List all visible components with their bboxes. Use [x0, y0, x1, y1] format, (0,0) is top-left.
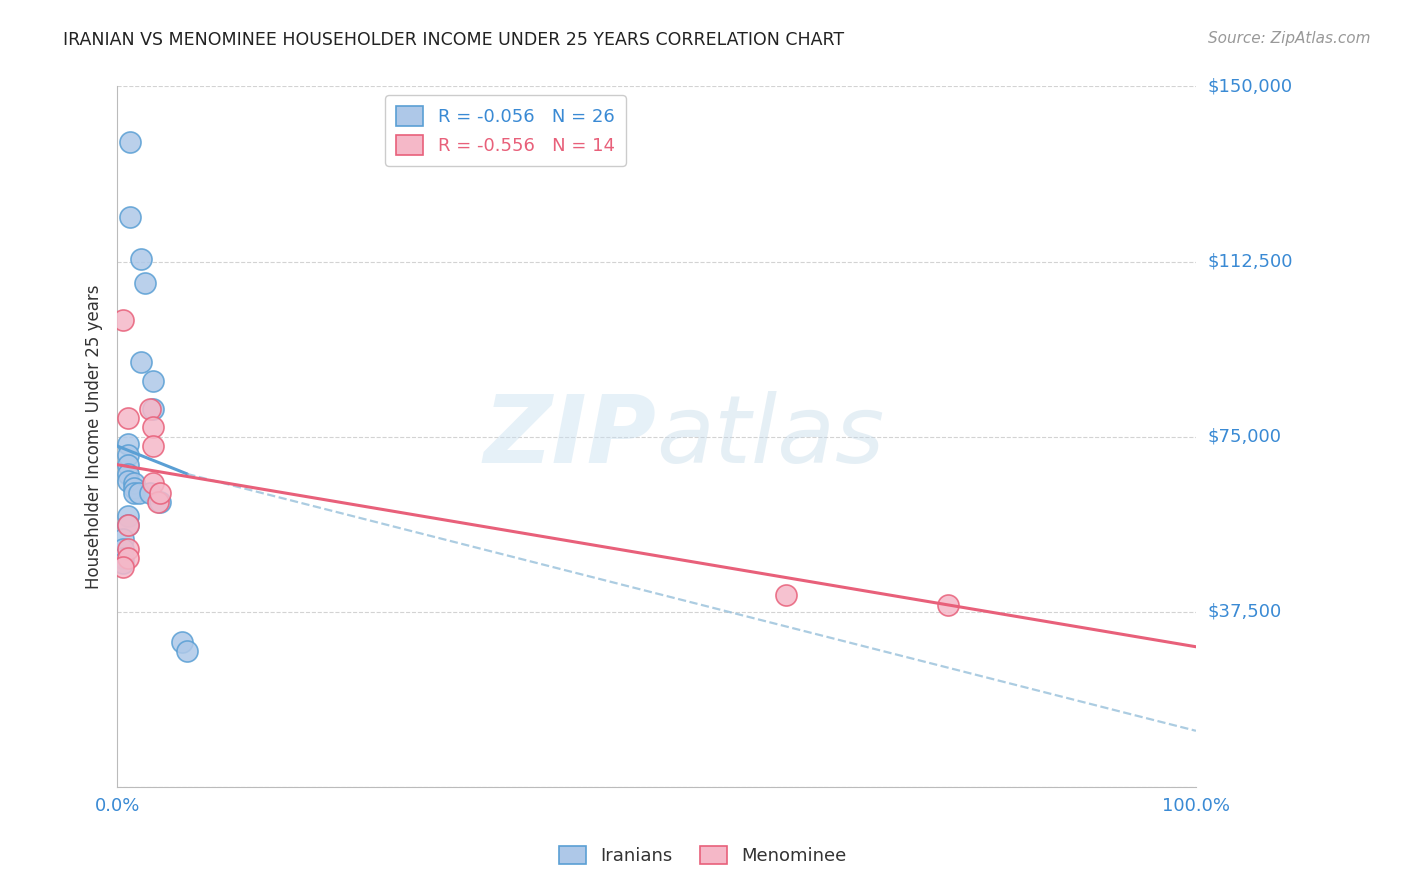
Point [117, 458, 139, 472]
Point [117, 541, 139, 556]
Point [117, 474, 139, 488]
Text: ZIP: ZIP [484, 391, 657, 483]
Point [138, 485, 160, 500]
Point [149, 485, 172, 500]
Y-axis label: Householder Income Under 25 years: Householder Income Under 25 years [86, 285, 103, 589]
Point [111, 313, 134, 327]
Point [142, 374, 165, 388]
Point [117, 467, 139, 481]
Point [111, 541, 134, 556]
Point [117, 518, 139, 533]
Point [138, 401, 160, 416]
Text: IRANIAN VS MENOMINEE HOUSEHOLDER INCOME UNDER 25 YEARS CORRELATION CHART: IRANIAN VS MENOMINEE HOUSEHOLDER INCOME … [63, 31, 845, 49]
Text: $112,500: $112,500 [1208, 252, 1292, 270]
Point [124, 481, 146, 495]
Point [142, 420, 165, 434]
Point [120, 136, 142, 150]
Point [129, 355, 152, 369]
Point [134, 276, 156, 290]
Point [142, 401, 165, 416]
Point [176, 644, 198, 658]
Point [117, 508, 139, 523]
Point [117, 448, 139, 462]
Point [142, 476, 165, 491]
Point [111, 556, 134, 570]
Point [149, 495, 172, 509]
Point [111, 551, 134, 566]
Legend: R = -0.056   N = 26, R = -0.556   N = 14: R = -0.056 N = 26, R = -0.556 N = 14 [385, 95, 626, 166]
Point [148, 495, 170, 509]
Text: atlas: atlas [657, 391, 884, 483]
Point [129, 252, 152, 267]
Point [120, 210, 142, 224]
Point [775, 588, 797, 602]
Legend: Iranians, Menominee: Iranians, Menominee [553, 838, 853, 872]
Text: Source: ZipAtlas.com: Source: ZipAtlas.com [1208, 31, 1371, 46]
Text: $150,000: $150,000 [1208, 78, 1292, 95]
Text: $75,000: $75,000 [1208, 427, 1281, 446]
Point [111, 560, 134, 574]
Point [117, 411, 139, 425]
Point [124, 485, 146, 500]
Text: $37,500: $37,500 [1208, 603, 1281, 621]
Point [111, 533, 134, 547]
Point [128, 485, 150, 500]
Point [170, 635, 193, 649]
Point [117, 518, 139, 533]
Point [124, 476, 146, 491]
Point [117, 436, 139, 450]
Point [936, 598, 959, 612]
Point [142, 439, 165, 453]
Point [117, 551, 139, 566]
